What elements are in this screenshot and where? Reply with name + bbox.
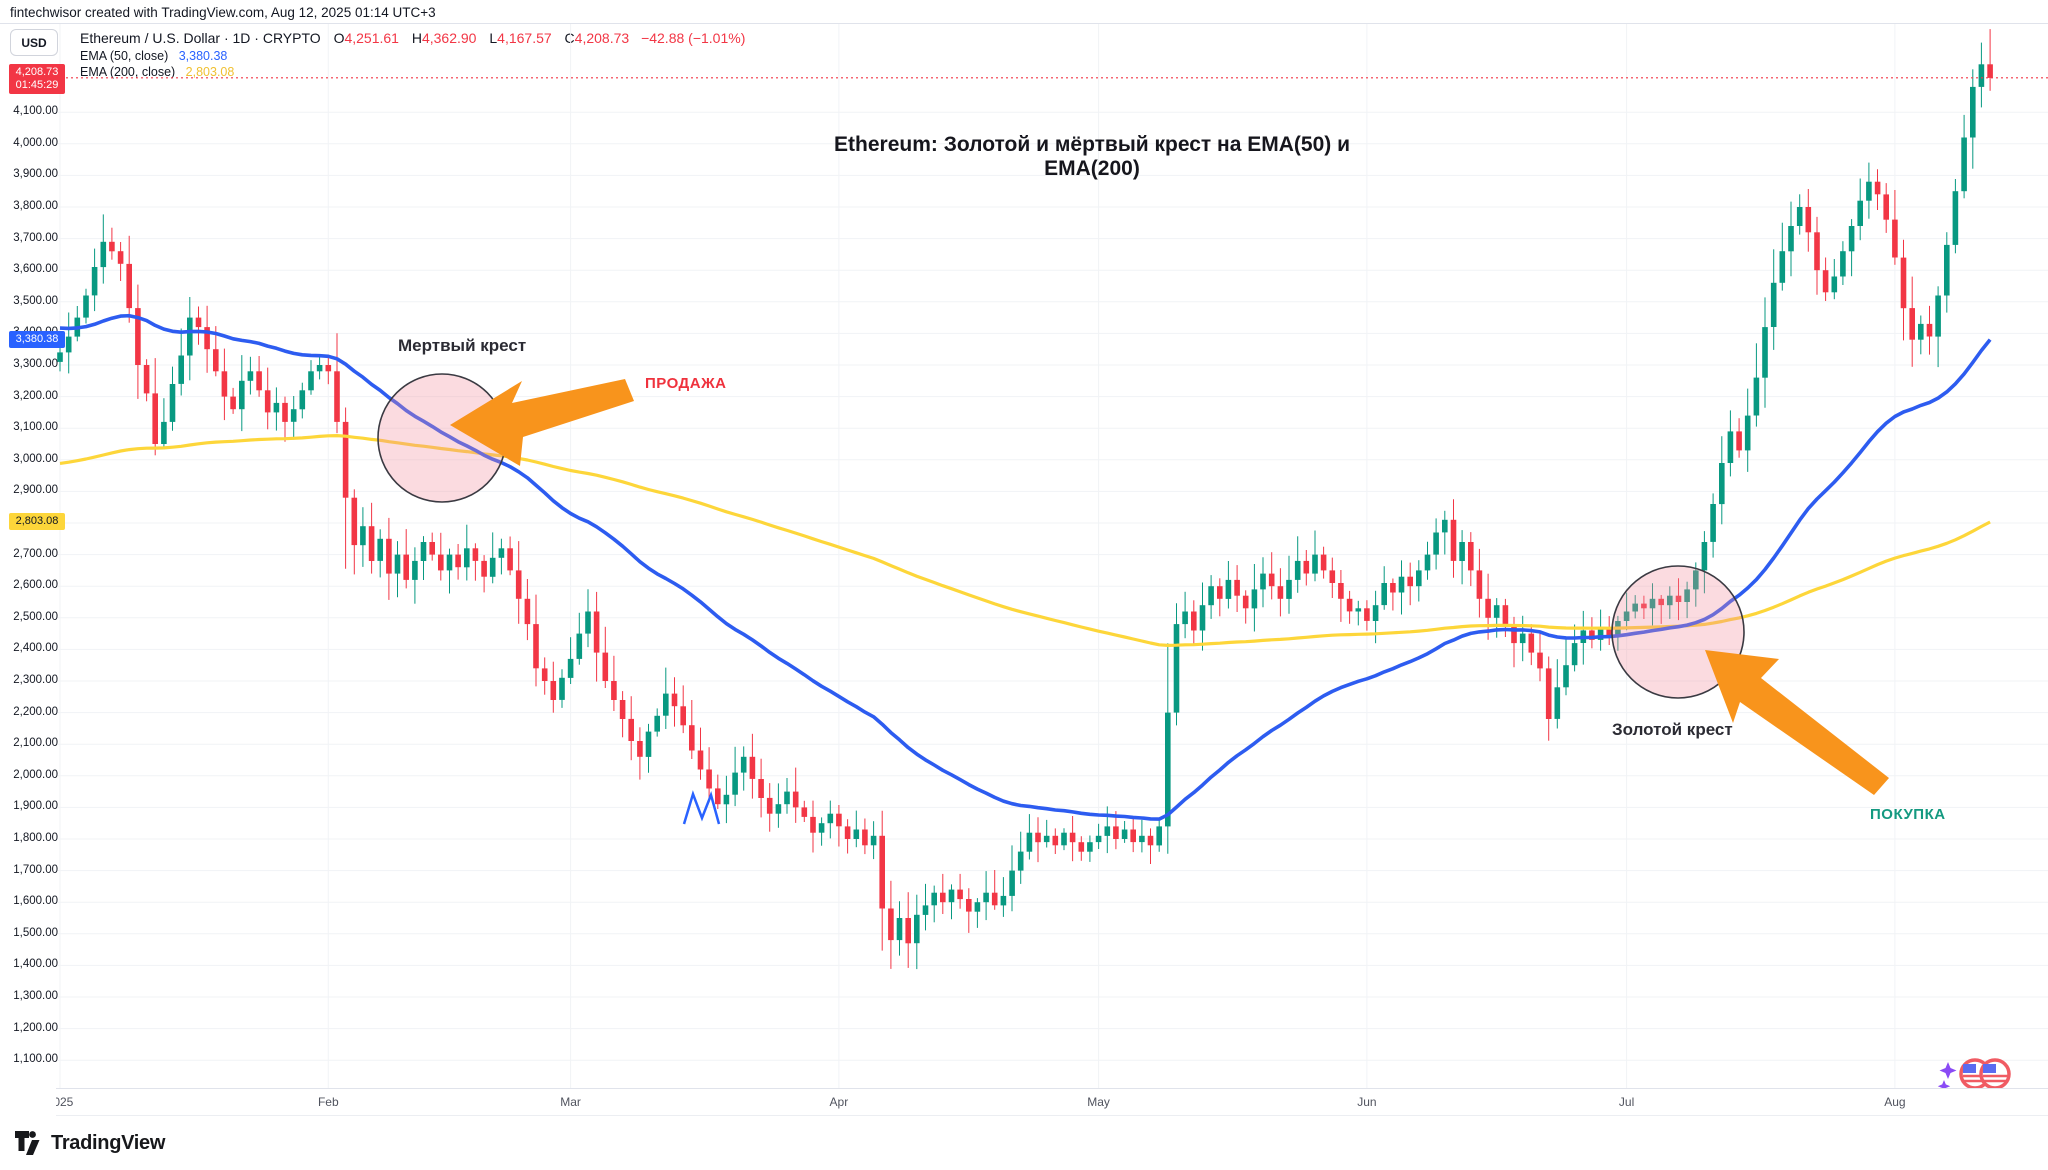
chart-grid [56,24,2048,1088]
price-axis-label: 3,800.00 [13,200,58,212]
price-axis-label: 4,000.00 [13,136,58,149]
bar-countdown: 01:45:29 [15,79,59,91]
open-label: O [333,30,345,46]
buy-arrow [1705,650,1889,795]
close-value: 4,208.73 [574,30,630,46]
price-axis-label: 1,200.00 [13,1021,58,1034]
price-axis-label: 3,300.00 [13,358,58,370]
price-axis-label: 3,500.00 [13,294,58,307]
buy-signal-label: ПОКУПКА [1870,806,1946,823]
price-axis-label: 1,100.00 [13,1053,58,1066]
price-axis-label: 2,700.00 [13,547,58,560]
ema50-value: 3,380.38 [178,49,228,63]
us-flag-coins-watermark-icon [1937,1058,2011,1093]
indicator-row-ema50[interactable]: EMA (50, close) 3,380.38 [80,49,227,63]
blue-zigzag-mark [682,790,721,825]
price-axis-label: 3,100.00 [13,421,58,434]
time-axis-label: Aug [1884,1095,1906,1109]
sell-signal-label: ПРОДАЖА [645,375,727,392]
high-value: 4,362.90 [421,30,477,46]
tradingview-logo-icon [15,1131,40,1155]
time-axis-label: Jun [1357,1095,1377,1109]
price-axis-label: 1,500.00 [13,926,58,939]
attribution-text: fintechwisor created with TradingView.co… [10,5,436,20]
sell-arrow [450,379,634,466]
price-axis-label: 2,500.00 [13,610,58,623]
change-value: −42.88 (−1.01%) [641,30,746,46]
time-axis-label: 2025 [56,1095,74,1109]
price-axis-label: 3,200.00 [13,389,58,402]
tradingview-logo-text: TradingView [51,1131,166,1154]
symbol-header[interactable]: Ethereum / U.S. Dollar · 1D · CRYPTO O4,… [80,30,745,46]
price-axis-label: 2,900.00 [13,484,58,497]
time-axis-label: May [1087,1095,1110,1109]
time-scale[interactable]: 2025 Feb Mar Apr May Jun Jul Aug [56,1088,2048,1116]
close-label: C [564,30,575,46]
golden-cross-label: Золотой крест [1612,720,1733,739]
time-axis-label: Jul [1618,1095,1635,1109]
low-value: 4,167.57 [497,30,552,46]
ema50-line[interactable] [59,313,1992,821]
high-label: H [411,30,422,46]
price-axis-label: 2,400.00 [13,642,58,655]
indicator-row-ema200[interactable]: EMA (200, close) 2,803.08 [80,65,234,79]
candlestick-series [57,29,1993,970]
price-axis-label: 3,600.00 [13,263,58,276]
ema200-value: 2,803.08 [185,65,235,79]
last-price-badge-value: 4,208.73 [15,66,59,78]
price-axis-label: 1,900.00 [13,800,58,813]
last-price-badge: 4,208.73 01:45:29 [9,64,65,94]
price-axis-label: 3,000.00 [13,452,58,465]
time-axis-label: Feb [317,1095,339,1109]
ema50-label: EMA (50, close) [80,49,169,63]
price-axis-label: 1,800.00 [13,832,58,844]
time-axis-label: Apr [829,1095,849,1109]
price-axis-label: 2,200.00 [13,705,58,718]
ema200-label: EMA (200, close) [80,65,176,79]
price-axis-label: 1,600.00 [13,895,58,908]
price-axis-label: 1,700.00 [13,863,58,876]
price-axis-label: 2,100.00 [13,737,58,750]
ema200-badge: 2,803.08 [9,513,65,530]
time-axis-label: Mar [560,1095,581,1109]
symbol-title[interactable]: Ethereum / U.S. Dollar · 1D · CRYPTO [80,30,321,46]
chart-annotation-title: Ethereum: Золотой и мёртвый крест на EMA… [834,133,1350,180]
price-axis-label: 2,600.00 [13,579,58,592]
low-label: L [489,30,498,46]
price-axis-label: 1,300.00 [13,990,58,1002]
price-axis-label: 3,700.00 [13,231,58,244]
tradingview-logo[interactable]: TradingView [14,1130,165,1156]
header-divider [0,23,2048,24]
currency-button[interactable]: USD [10,29,58,56]
price-axis-label: 2,000.00 [13,768,58,781]
open-value: 4,251.61 [344,30,399,46]
price-axis-label: 1,400.00 [13,958,58,971]
death-cross-label: Мертвый крест [398,336,527,355]
price-axis-label: 4,100.00 [13,105,58,118]
price-axis-label: 3,900.00 [13,168,58,181]
ema50-badge: 3,380.38 [9,331,65,348]
price-axis-label: 2,300.00 [13,674,58,686]
